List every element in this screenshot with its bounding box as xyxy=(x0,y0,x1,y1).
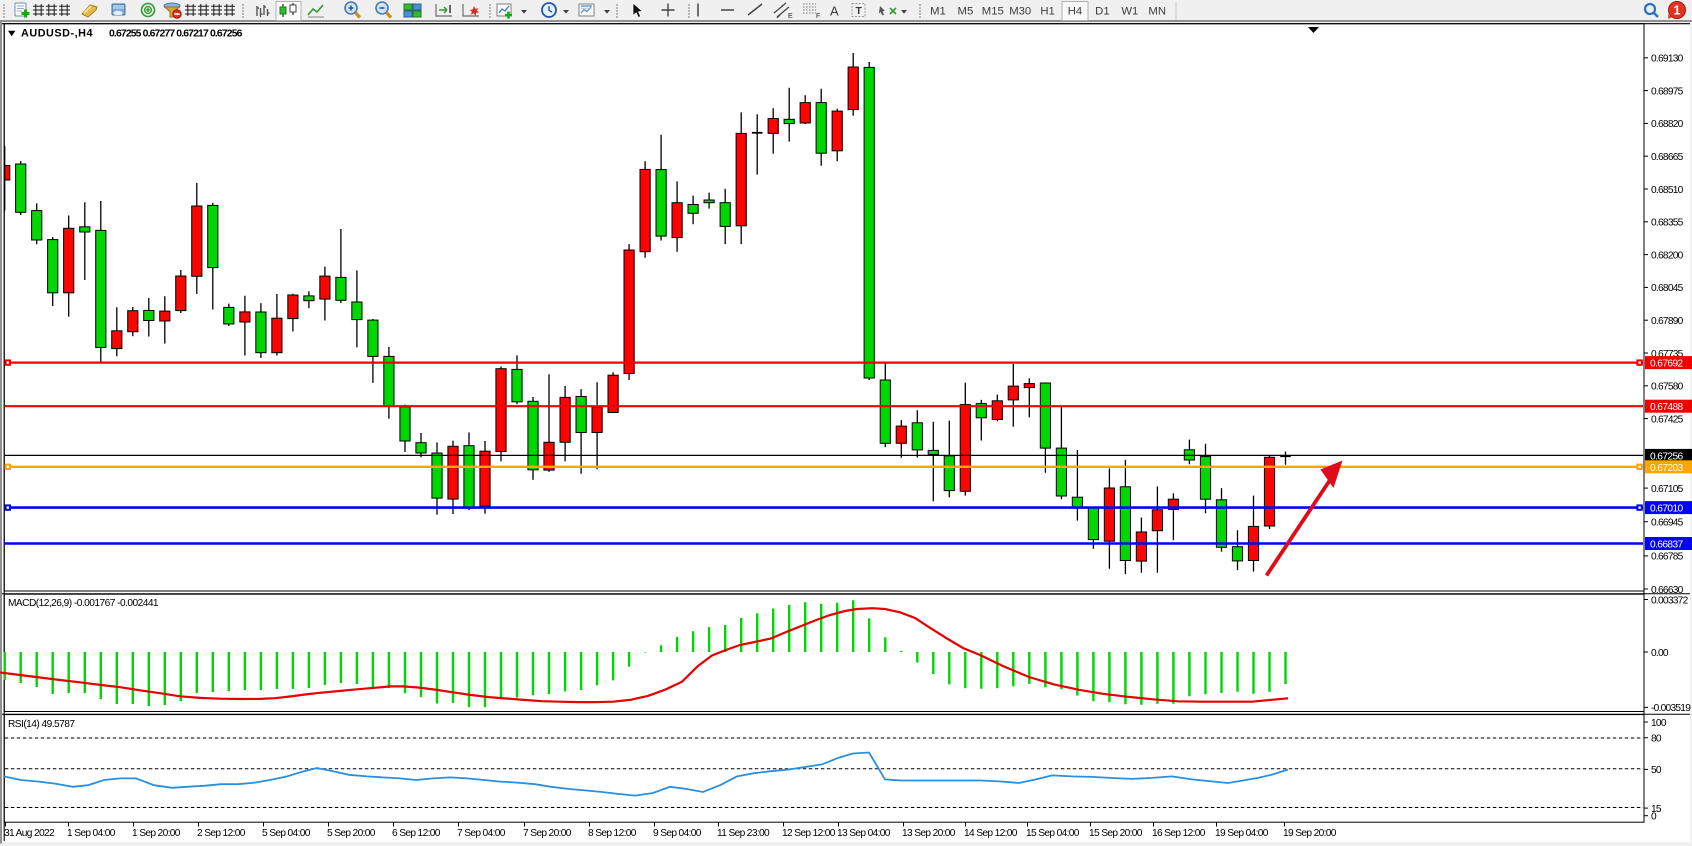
svg-text:0.67488: 0.67488 xyxy=(1650,402,1684,413)
svg-text:0.003372: 0.003372 xyxy=(1651,595,1689,606)
svg-text:0.67010: 0.67010 xyxy=(1650,504,1684,515)
svg-text:100: 100 xyxy=(1651,718,1667,729)
svg-text:15 Sep 20:00: 15 Sep 20:00 xyxy=(1089,828,1143,839)
svg-text:0.68665: 0.68665 xyxy=(1651,152,1684,163)
svg-text:0.66837: 0.66837 xyxy=(1650,540,1684,551)
svg-text:15: 15 xyxy=(1651,804,1662,815)
svg-text:0.68355: 0.68355 xyxy=(1651,218,1684,229)
svg-text:M5: M5 xyxy=(958,6,974,18)
svg-text:0: 0 xyxy=(1651,812,1657,823)
svg-text:0.68200: 0.68200 xyxy=(1651,250,1684,261)
svg-text:15 Sep 04:00: 15 Sep 04:00 xyxy=(1026,828,1080,839)
svg-text:8 Sep 12:00: 8 Sep 12:00 xyxy=(588,828,637,839)
svg-text:0.67425: 0.67425 xyxy=(1651,414,1684,425)
svg-text:0.66785: 0.66785 xyxy=(1651,552,1684,563)
svg-text:M15: M15 xyxy=(982,6,1004,18)
svg-text:T: T xyxy=(856,5,863,17)
svg-text:11 Sep 23:00: 11 Sep 23:00 xyxy=(717,828,770,839)
svg-text:0.68510: 0.68510 xyxy=(1651,185,1684,196)
svg-text:H1: H1 xyxy=(1040,6,1054,18)
svg-text:0.66630: 0.66630 xyxy=(1651,585,1684,596)
svg-text:16 Sep 12:00: 16 Sep 12:00 xyxy=(1152,828,1206,839)
svg-text:14 Sep 12:00: 14 Sep 12:00 xyxy=(964,828,1018,839)
svg-text:0.67890: 0.67890 xyxy=(1651,316,1684,327)
svg-text:19 Sep 20:00: 19 Sep 20:00 xyxy=(1283,828,1337,839)
svg-text:13 Sep 20:00: 13 Sep 20:00 xyxy=(902,828,956,839)
svg-text:6 Sep 12:00: 6 Sep 12:00 xyxy=(392,828,441,839)
svg-text:80: 80 xyxy=(1651,734,1662,745)
svg-text:0.66945: 0.66945 xyxy=(1651,518,1684,529)
svg-text:RSI(14) 49.5787: RSI(14) 49.5787 xyxy=(8,719,75,730)
svg-text:E: E xyxy=(788,13,793,20)
svg-text:0.00: 0.00 xyxy=(1651,648,1669,659)
svg-text:50: 50 xyxy=(1651,765,1662,776)
svg-text:7 Sep 04:00: 7 Sep 04:00 xyxy=(457,828,506,839)
svg-text:0.69130: 0.69130 xyxy=(1651,54,1684,65)
svg-text:1 Sep 20:00: 1 Sep 20:00 xyxy=(132,828,181,839)
svg-text:1: 1 xyxy=(1674,4,1681,18)
svg-text:0.67735: 0.67735 xyxy=(1651,349,1684,360)
svg-text:-0.003519: -0.003519 xyxy=(1651,703,1691,714)
svg-text:0.67256: 0.67256 xyxy=(1650,451,1684,462)
svg-text:31 Aug 2022: 31 Aug 2022 xyxy=(4,828,55,839)
svg-text:H4: H4 xyxy=(1068,6,1082,18)
svg-text:W1: W1 xyxy=(1121,6,1138,18)
svg-text:0.68820: 0.68820 xyxy=(1651,119,1684,130)
svg-text:7 Sep 20:00: 7 Sep 20:00 xyxy=(523,828,572,839)
svg-text:D1: D1 xyxy=(1095,6,1109,18)
svg-text:12 Sep 12:00: 12 Sep 12:00 xyxy=(782,828,836,839)
svg-text:MACD(12,26,9) -0.001767 -0.002: MACD(12,26,9) -0.001767 -0.002441 xyxy=(8,598,159,609)
svg-text:A: A xyxy=(830,4,839,19)
svg-text:M30: M30 xyxy=(1009,6,1031,18)
svg-text:0.68045: 0.68045 xyxy=(1651,283,1684,294)
svg-text:0.67580: 0.67580 xyxy=(1651,382,1684,393)
svg-text:0.68975: 0.68975 xyxy=(1651,86,1684,97)
svg-text:MN: MN xyxy=(1148,6,1166,18)
svg-text:13 Sep 04:00: 13 Sep 04:00 xyxy=(837,828,891,839)
svg-text:M1: M1 xyxy=(930,6,946,18)
svg-text:5 Sep 20:00: 5 Sep 20:00 xyxy=(327,828,376,839)
svg-text:1 Sep 04:00: 1 Sep 04:00 xyxy=(67,828,116,839)
svg-text:F: F xyxy=(816,13,820,20)
svg-text:0.67105: 0.67105 xyxy=(1651,484,1684,495)
svg-text:0.67203: 0.67203 xyxy=(1650,463,1684,474)
svg-text:9 Sep 04:00: 9 Sep 04:00 xyxy=(653,828,702,839)
svg-text:19 Sep 04:00: 19 Sep 04:00 xyxy=(1215,828,1269,839)
svg-text:AUDUSD-,H4: AUDUSD-,H4 xyxy=(21,28,93,40)
svg-text:0.67255 0.67277 0.67217 0.6725: 0.67255 0.67277 0.67217 0.67256 xyxy=(109,29,243,40)
svg-text:0.67692: 0.67692 xyxy=(1650,359,1684,370)
svg-text:5 Sep 04:00: 5 Sep 04:00 xyxy=(262,828,311,839)
svg-text:2 Sep 12:00: 2 Sep 12:00 xyxy=(197,828,246,839)
